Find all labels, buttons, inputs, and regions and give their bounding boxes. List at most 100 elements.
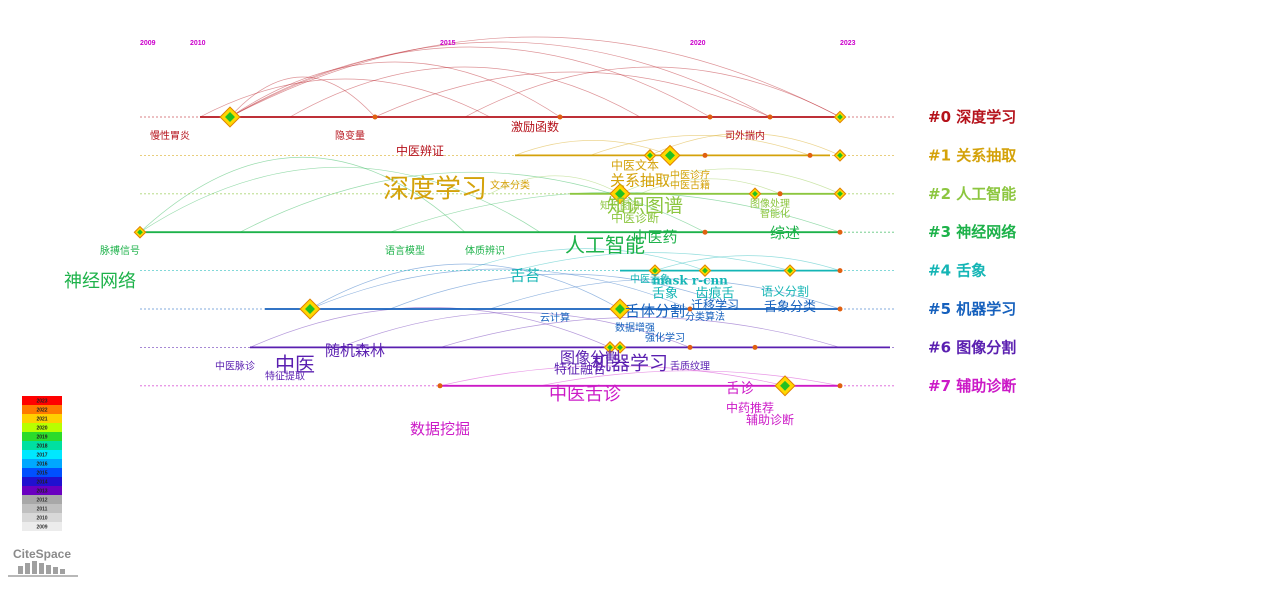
keyword-label[interactable]: 特征提取 — [265, 370, 305, 382]
keyword-node-core — [837, 114, 843, 120]
legend-year-label: 2015 — [36, 471, 47, 477]
keyword-label[interactable]: 综述 — [770, 224, 800, 242]
keyword-label[interactable]: 舌象分类 — [764, 300, 816, 315]
citation-arc — [589, 135, 811, 156]
keyword-node-core — [305, 304, 315, 314]
keyword-label[interactable]: 中医舌象 — [630, 273, 670, 286]
keyword-node[interactable] — [767, 114, 773, 120]
keyword-label[interactable]: 中医脉诊 — [215, 359, 255, 372]
citation-arc — [464, 66, 841, 118]
cluster-id: #4 — [928, 262, 951, 280]
keyword-label[interactable]: 语言模型 — [385, 244, 425, 257]
cluster-label[interactable]: #1 关系抽取 — [928, 146, 1017, 164]
keyword-label[interactable]: 神经网络 — [64, 271, 136, 292]
keyword-label[interactable]: 特征融合 — [554, 362, 606, 377]
keyword-label[interactable]: 隐变量 — [335, 129, 365, 142]
keyword-label[interactable]: 深度学习 — [383, 174, 487, 204]
keyword-label[interactable]: 云计算 — [540, 311, 570, 324]
citation-arc — [654, 255, 841, 271]
keyword-label[interactable]: 辅助诊断 — [746, 412, 794, 427]
keyword-node[interactable] — [707, 114, 713, 120]
keyword-label[interactable]: 中医诊断 — [611, 210, 659, 225]
citation-arc — [464, 248, 706, 271]
keyword-node[interactable] — [777, 191, 783, 197]
citation-arc — [514, 252, 791, 271]
cluster-label[interactable]: #0 深度学习 — [928, 108, 1016, 126]
keyword-label[interactable]: 数据增强 — [615, 321, 655, 334]
citation-arc — [309, 263, 621, 310]
cluster-label[interactable]: #3 神经网络 — [928, 223, 1016, 241]
keyword-label[interactable]: mask r-cnn — [652, 274, 728, 288]
legend-swatch — [22, 414, 62, 423]
cluster-label[interactable]: #7 辅助诊断 — [928, 377, 1016, 395]
cluster-label[interactable]: #5 机器学习 — [928, 300, 1016, 318]
keyword-label[interactable]: 图像处理 — [750, 198, 790, 210]
keyword-label[interactable]: 中医辨证 — [396, 143, 444, 158]
keyword-label[interactable]: 舌体分割 — [625, 302, 685, 320]
keyword-label[interactable]: 中医 — [275, 352, 315, 376]
keyword-label[interactable]: 司外揣内 — [725, 129, 765, 142]
keyword-node[interactable] — [702, 229, 708, 235]
keyword-node[interactable] — [702, 152, 708, 158]
keyword-node[interactable] — [687, 344, 693, 350]
keyword-label[interactable]: 舌诊 — [726, 381, 754, 397]
keyword-label[interactable]: 舌象 — [652, 287, 678, 302]
keyword-node[interactable] — [372, 114, 378, 120]
keyword-node-core — [752, 190, 758, 197]
cluster-name: 机器学习 — [956, 300, 1016, 318]
keyword-label[interactable]: 迁移学习 — [691, 297, 739, 312]
keyword-label[interactable]: 中医舌诊 — [549, 384, 621, 405]
cluster-name: 人工智能 — [956, 185, 1016, 203]
keyword-label[interactable]: 激励函数 — [511, 119, 559, 134]
keyword-label[interactable]: 分类算法 — [685, 310, 725, 323]
cluster-label[interactable]: #2 人工智能 — [928, 185, 1016, 203]
keyword-label[interactable]: 中医诊疗 — [670, 168, 710, 181]
keyword-node-core — [780, 380, 790, 391]
citation-arc — [309, 268, 691, 310]
legend-swatch — [22, 450, 62, 459]
cluster-name: 图像分割 — [956, 338, 1016, 356]
keyword-node[interactable] — [837, 229, 843, 235]
cluster-timelines — [140, 116, 895, 387]
keyword-node[interactable] — [687, 306, 693, 312]
keyword-label[interactable]: 人工智能 — [565, 233, 645, 257]
keyword-label[interactable]: 齿痕舌 — [695, 286, 734, 302]
keyword-label[interactable]: 机器学习 — [592, 352, 668, 374]
legend-swatch — [22, 522, 62, 531]
keyword-label[interactable]: 图像分割 — [560, 348, 620, 366]
keyword-label[interactable]: 中医文本 — [611, 157, 659, 172]
keyword-node[interactable] — [837, 306, 843, 312]
keyword-node[interactable] — [437, 383, 443, 389]
keyword-label[interactable]: 中医古籍 — [670, 178, 710, 191]
keyword-label[interactable]: 脉搏信号 — [100, 244, 140, 257]
keyword-node[interactable] — [752, 344, 758, 350]
keyword-label[interactable]: 中药推荐 — [726, 400, 774, 415]
keyword-node[interactable] — [837, 383, 843, 389]
cluster-label[interactable]: #6 图像分割 — [928, 338, 1016, 356]
keyword-label[interactable]: 强化学习 — [645, 331, 685, 344]
keyword-label[interactable]: 舌苔 — [510, 267, 540, 285]
keyword-label[interactable]: 舌质纹理 — [670, 359, 710, 372]
cluster-id: #2 — [928, 185, 951, 203]
keyword-label[interactable]: 关系抽取 — [610, 171, 670, 189]
keyword-label[interactable]: 慢性胃炎 — [150, 129, 190, 142]
keyword-label[interactable]: 中医药 — [632, 228, 677, 246]
keyword-label[interactable]: 知识图谱 — [607, 195, 683, 217]
cluster-label[interactable]: #4 舌象 — [928, 262, 986, 280]
keyword-label[interactable]: 知识图谱 — [600, 199, 640, 212]
keyword-node-core — [617, 344, 623, 351]
citation-arc — [229, 36, 841, 118]
keyword-label[interactable]: 数据挖掘 — [410, 420, 470, 438]
keyword-label[interactable]: 体质辨识 — [465, 244, 505, 257]
citation-arc — [439, 317, 841, 348]
keyword-label[interactable]: 语义分割 — [761, 284, 809, 299]
keyword-label[interactable]: 智能化 — [760, 207, 790, 220]
logo-bars-icon — [8, 561, 78, 577]
keyword-node[interactable] — [837, 268, 843, 274]
keyword-node[interactable] — [807, 152, 813, 158]
keyword-node[interactable] — [557, 114, 563, 120]
citation-arc — [289, 66, 641, 118]
keyword-label[interactable]: 文本分类 — [490, 178, 530, 191]
legend-year-label: 2018 — [36, 444, 47, 450]
keyword-label[interactable]: 随机森林 — [325, 341, 385, 359]
